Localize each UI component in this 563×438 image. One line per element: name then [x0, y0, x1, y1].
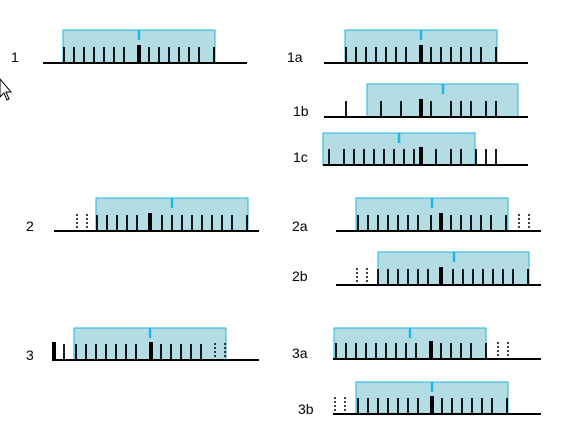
- panel-2b: [336, 251, 541, 286]
- panel-label-3b: 3b: [298, 401, 314, 417]
- panel-2a: [336, 197, 541, 232]
- panel-2: [54, 197, 259, 232]
- arrow-pointer-icon: [0, 78, 13, 101]
- panel-1: [43, 29, 247, 64]
- panel-label-3: 3: [26, 347, 34, 363]
- panel-3a: [333, 327, 541, 360]
- panel-label-2b: 2b: [292, 268, 308, 284]
- panel-1a: [324, 29, 528, 64]
- panel-label-1a: 1a: [287, 49, 303, 65]
- panel-1c: [322, 132, 528, 166]
- panel-label-1: 1: [11, 49, 19, 65]
- panel-3b: [333, 381, 541, 415]
- panel-label-3a: 3a: [292, 345, 308, 361]
- panel-3: [52, 327, 259, 361]
- panels-layer: [43, 29, 541, 415]
- panel-label-2a: 2a: [292, 218, 308, 234]
- panel-label-2: 2: [26, 218, 34, 234]
- panel-label-1c: 1c: [293, 149, 308, 165]
- panel-1b: [324, 83, 528, 118]
- panel-label-1b: 1b: [293, 103, 309, 119]
